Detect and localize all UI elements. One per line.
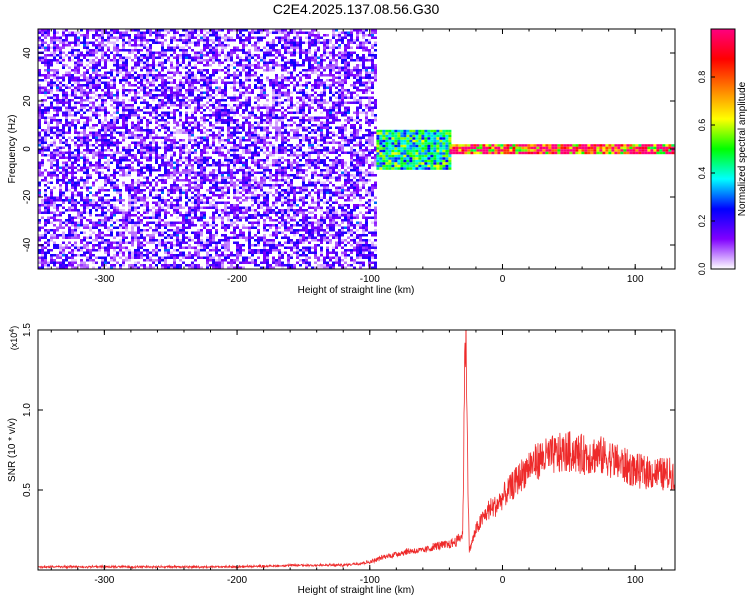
snr-xlabel: Height of straight line (km) xyxy=(298,585,415,596)
snr-series-line xyxy=(38,330,675,570)
y-tick-label: 0 xyxy=(22,146,33,152)
spectrogram-cells xyxy=(38,29,675,269)
snr-panel: -300 -200 -100 0 100 0.5 1.0 1.5 Height of stra… xyxy=(7,323,676,596)
colorbar-tick-label: 0.4 xyxy=(697,167,707,180)
spectrogram-xlabel: Height of straight line (km) xyxy=(298,285,415,296)
colorbar-tick-label: 0.0 xyxy=(697,263,707,276)
x-tick-label: 100 xyxy=(627,274,644,285)
x-tick-label: 100 xyxy=(627,575,644,586)
y-tick-label: 40 xyxy=(22,47,33,59)
colorbar-label: Normalized spectral amplitude xyxy=(737,81,748,216)
colorbar-ticks: 0.0 0.2 0.4 0.6 0.8 xyxy=(697,71,715,276)
colorbar-tick-label: 0.6 xyxy=(697,119,707,132)
x-tick-label: -200 xyxy=(227,575,247,586)
x-tick-label: -300 xyxy=(94,274,114,285)
spectrogram-ylabel: Frequency (Hz) xyxy=(7,115,18,184)
colorbar-scale xyxy=(710,28,736,270)
x-tick-label: 0 xyxy=(500,575,506,586)
snr-frame xyxy=(37,329,676,571)
y-tick-label: 1.5 xyxy=(22,323,33,337)
x-tick-label: -100 xyxy=(360,274,380,285)
y-tick-label: -20 xyxy=(22,189,33,204)
figure-title: C2E4.2025.137.08.56.G30 xyxy=(273,1,440,17)
x-tick-label: -300 xyxy=(94,575,114,586)
snr-ylabel: SNR (10 * v/v) xyxy=(7,418,18,482)
y-tick-label: 20 xyxy=(22,95,33,107)
y-tick-label: -40 xyxy=(22,237,33,252)
snr-axes: -300 -200 -100 0 100 0.5 1.0 1.5 xyxy=(22,323,675,586)
x-tick-label: -100 xyxy=(360,575,380,586)
x-tick-label: -200 xyxy=(227,274,247,285)
y-tick-label: 0.5 xyxy=(22,483,33,497)
colorbar: 0.0 0.2 0.4 0.6 0.8 Normalized spectral ampl… xyxy=(697,28,748,276)
y-tick-label: 1.0 xyxy=(22,403,33,417)
x-tick-label: 0 xyxy=(500,274,506,285)
snr-scale-factor: (x104) xyxy=(9,326,19,350)
colorbar-tick-label: 0.8 xyxy=(697,71,707,84)
colorbar-tick-label: 0.2 xyxy=(697,215,707,228)
